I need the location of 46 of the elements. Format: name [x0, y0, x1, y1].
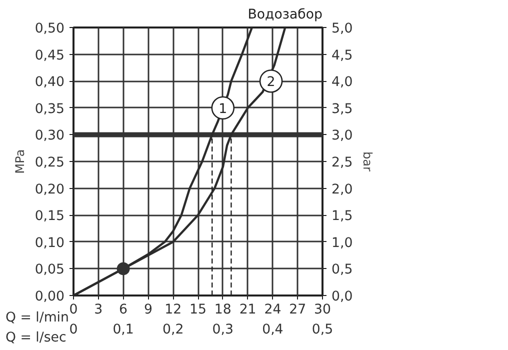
x-tick-label: 27 [289, 302, 306, 318]
x2-tick-label: 0,1 [112, 322, 134, 338]
y2-axis-title: bar [360, 152, 375, 172]
y2-tick-label: 5,0 [332, 22, 353, 36]
x-tick-label: 18 [214, 302, 232, 318]
x2-tick-label: 0,4 [262, 322, 284, 338]
x-tick-label: 30 [314, 302, 331, 318]
y-tick-label: 0,10 [34, 236, 65, 251]
x-tick-label: 9 [144, 302, 152, 318]
y2-tick-label: 2,0 [332, 182, 353, 198]
y-tick-label: 0,05 [34, 262, 65, 278]
x-axis-title: Q = l/min [6, 310, 69, 326]
y2-tick-label: 0,0 [332, 290, 353, 304]
y2-tick-label: 3,0 [332, 128, 353, 144]
x2-axis-title: Q = l/sec [6, 330, 66, 346]
x2-tick-label: 0,3 [212, 322, 234, 338]
y2-tick-label: 4,0 [332, 75, 353, 90]
y-tick-label: 0,45 [34, 48, 65, 64]
x-tick-label: 12 [164, 302, 182, 318]
x-tick-label: 21 [239, 302, 256, 318]
y2-tick-label: 3,5 [332, 102, 353, 117]
chart-title: Водозабор [248, 8, 323, 22]
annotation: 1 [218, 102, 228, 117]
y2-tick-label: 1,5 [332, 209, 353, 224]
y-tick-label: 0,00 [34, 290, 65, 304]
x-tick-label: 15 [190, 302, 206, 318]
y-tick-label: 0,35 [34, 102, 65, 117]
y-tick-label: 0,50 [34, 22, 65, 36]
y2-tick-label: 1,0 [332, 236, 353, 251]
y2-tick-label: 4,5 [332, 48, 353, 64]
y2-tick-label: 0,5 [332, 262, 353, 278]
x2-tick-label: 0 [69, 322, 78, 338]
x-tick-label: 3 [94, 302, 103, 318]
y-tick-label: 0,15 [34, 209, 65, 224]
y-tick-label: 0,40 [34, 75, 65, 90]
y-tick-label: 0,20 [34, 182, 65, 198]
y-tick-label: 0,30 [34, 128, 65, 144]
x-tick-label: 0 [69, 302, 78, 318]
x2-tick-label: 0,2 [162, 322, 184, 338]
y-axis-title: MPa [12, 149, 27, 174]
x-tick-label: 6 [119, 302, 128, 318]
annotation: 2 [266, 75, 276, 90]
y-tick-label: 0,25 [34, 156, 65, 170]
x2-tick-label: 0,5 [312, 322, 334, 338]
x-tick-label: 24 [264, 302, 282, 318]
y2-tick-label: 2,5 [332, 156, 353, 170]
